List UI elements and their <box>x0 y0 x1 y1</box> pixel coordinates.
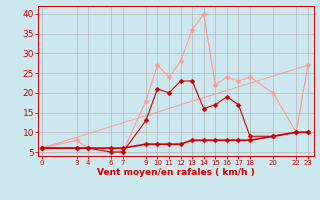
X-axis label: Vent moyen/en rafales ( km/h ): Vent moyen/en rafales ( km/h ) <box>97 168 255 177</box>
